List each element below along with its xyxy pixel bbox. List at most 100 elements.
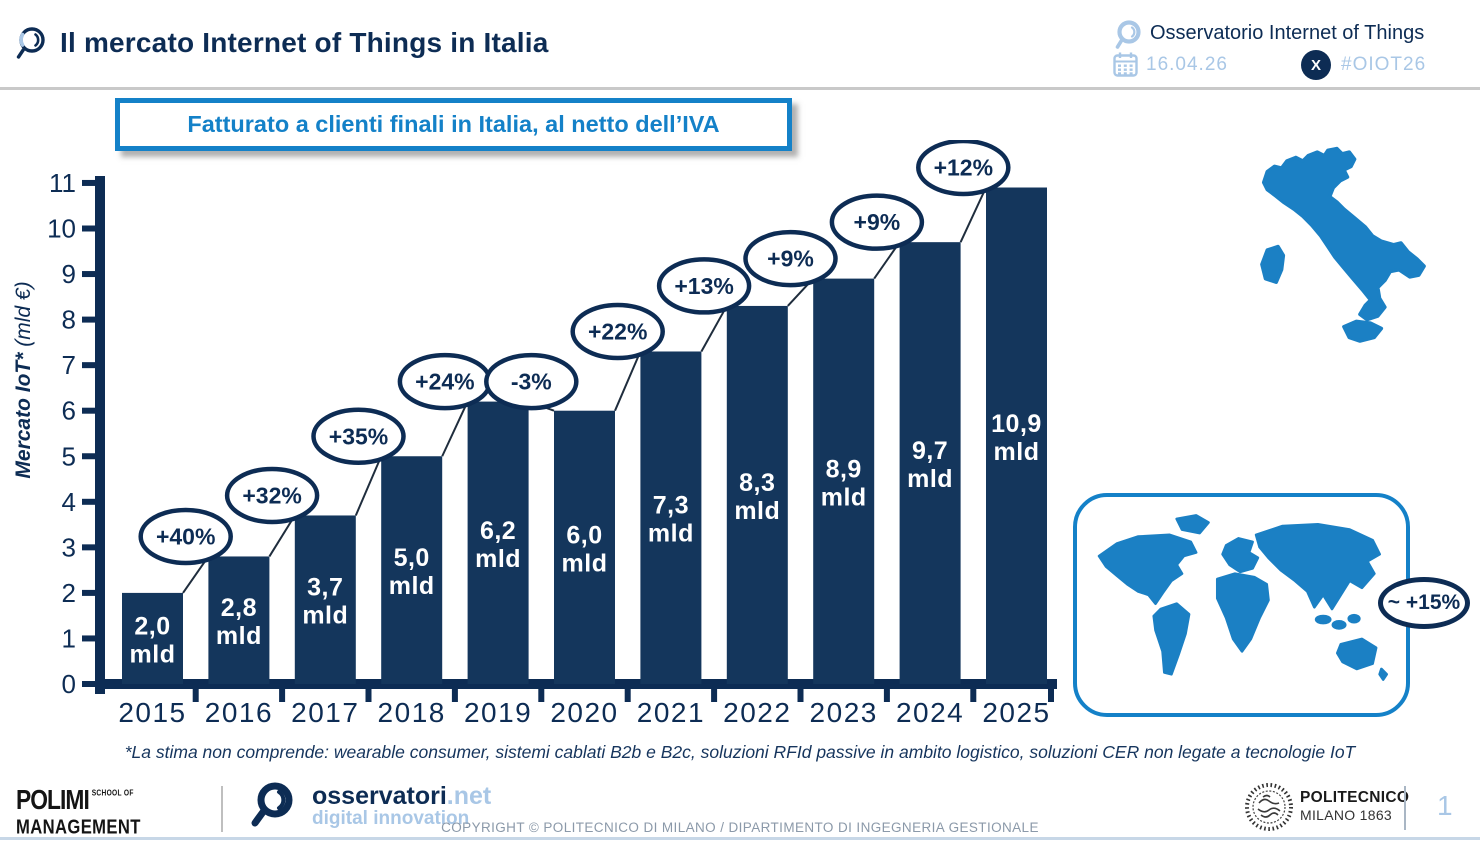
- growth-connector-line: [441, 401, 469, 457]
- y-tick-label: 8: [62, 305, 76, 335]
- footer-separator: [221, 786, 223, 832]
- y-axis-tick: [82, 271, 95, 278]
- growth-badge: [570, 302, 665, 361]
- calendar-icon: [1113, 52, 1138, 77]
- growth-badge-label: +22%: [588, 318, 647, 344]
- chart-title: Fatturato a clienti finali in Italia, al…: [187, 111, 720, 137]
- x-tick-label: 2023: [810, 697, 878, 728]
- growth-badge: [484, 352, 579, 411]
- y-tick-label: 9: [62, 259, 76, 289]
- x-axis-tick: [970, 689, 977, 702]
- growth-badge-label: +35%: [329, 423, 388, 449]
- y-axis-tick: [82, 498, 95, 505]
- x-axis-tick: [451, 689, 458, 702]
- y-tick-label: 4: [62, 487, 76, 517]
- growth-badge-label: +12%: [934, 155, 993, 181]
- world-map: [1097, 514, 1388, 681]
- growth-badge: [311, 407, 406, 465]
- bar: [208, 556, 270, 684]
- y-tick-label: 3: [62, 532, 76, 562]
- growth-connector-line: [268, 514, 296, 557]
- page-number: 1: [1437, 790, 1453, 821]
- growth-badge-label: +32%: [242, 482, 301, 508]
- growth-badge: [224, 466, 320, 525]
- bar: [640, 351, 702, 684]
- y-tick-label: 7: [62, 350, 76, 380]
- x-tick-label: 2024: [896, 697, 964, 728]
- bar: [467, 401, 529, 684]
- y-axis-tick: [82, 453, 95, 460]
- copyright-text: COPYRIGHT © POLITECNICO DI MILANO / DIPA…: [441, 820, 1039, 835]
- x-axis-tick: [1048, 689, 1054, 702]
- x-tick-label: 2018: [378, 697, 446, 728]
- bar-chart: Mercato IoT* (mld €) 0 1 2 3 4 5 6 7 8 9 10 11 2,0 mld…: [12, 140, 1057, 728]
- event-hashtag: #OIOT26: [1341, 54, 1427, 75]
- y-axis-tick: [82, 407, 95, 414]
- politecnico-seal-icon: [1245, 783, 1293, 831]
- x-axis-tick: [365, 689, 372, 702]
- y-tick-label: 1: [62, 623, 76, 653]
- y-tick-label: 0: [62, 669, 76, 699]
- bar-value-label: 9,7 mld: [907, 437, 953, 493]
- bar: [122, 592, 183, 684]
- italy-map: [1260, 146, 1426, 343]
- bar-value-label: 6,2 mld: [475, 517, 521, 573]
- growth-connector-line: [354, 455, 383, 516]
- bar: [294, 515, 356, 684]
- growth-badge-label: +13%: [674, 273, 733, 299]
- growth-badge: [656, 257, 752, 315]
- x-tick-label: 2025: [982, 697, 1050, 728]
- bar: [381, 456, 443, 684]
- y-axis-tick: [82, 635, 95, 642]
- x-axis-tick: [883, 689, 890, 702]
- y-tick-label: 2: [62, 578, 76, 608]
- bar-value-label: 2,0 mld: [130, 612, 176, 668]
- x-tick-label: 2016: [205, 697, 273, 728]
- bar-value-label: 7,3 mld: [648, 492, 694, 548]
- growth-badge: [138, 507, 233, 566]
- x-axis-tick: [624, 689, 631, 702]
- y-axis-tick: [82, 544, 95, 551]
- bar-value-label: 3,7 mld: [302, 574, 348, 630]
- world-growth-badge: ~ +15%: [1378, 577, 1470, 629]
- bar-value-label: 6,0 mld: [562, 521, 608, 577]
- x-axis-tick: [279, 689, 286, 702]
- bar-value-label: 8,9 mld: [821, 455, 867, 511]
- growth-badge-label: +9%: [854, 209, 901, 235]
- bar-value-label: 2,8 mld: [216, 594, 262, 650]
- x-axis-tick: [192, 689, 199, 702]
- bar: [554, 410, 615, 684]
- x-tick-label: 2020: [550, 697, 618, 728]
- x-tick-label: 2022: [723, 697, 791, 728]
- y-axis-label: Mercato IoT* (mld €): [12, 281, 35, 478]
- x-social-icon: X: [1301, 50, 1331, 80]
- event-date: 16.04.26: [1146, 54, 1228, 75]
- footnote: *La stima non comprende: wearable consum…: [124, 742, 1356, 762]
- bar: [899, 242, 961, 684]
- header-divider: [0, 87, 1480, 90]
- page-title: Il mercato Internet of Things in Italia: [60, 27, 549, 58]
- bar-value-label: 10,9 mld: [991, 410, 1042, 466]
- growth-connector-line: [700, 305, 728, 352]
- growth-badge: [743, 229, 838, 288]
- x-tick-label: 2015: [118, 697, 186, 728]
- growth-connector-line: [614, 351, 642, 412]
- observatory-magnifier-icon: [1115, 20, 1141, 49]
- x-axis-tick: [711, 689, 718, 702]
- bottom-border: [0, 837, 1480, 840]
- growth-badge-label: +40%: [156, 523, 215, 549]
- politecnico-logo-text: POLITECNICO MILANO 1863: [1300, 789, 1410, 823]
- y-tick-label: 11: [49, 168, 76, 198]
- bar: [986, 187, 1047, 684]
- y-axis-tick: [82, 681, 95, 687]
- magnifier-logo-icon: [16, 27, 45, 59]
- bar-value-label: 5,0 mld: [389, 544, 435, 600]
- y-axis-tick: [82, 362, 95, 369]
- footer-separator-2: [1404, 786, 1406, 830]
- bar: [726, 305, 788, 684]
- osservatori-logo: osservatori.net digital innovation: [248, 778, 491, 834]
- growth-badge-label: +9%: [767, 246, 814, 272]
- y-axis-tick: [82, 589, 95, 596]
- growth-connector-line: [959, 187, 987, 243]
